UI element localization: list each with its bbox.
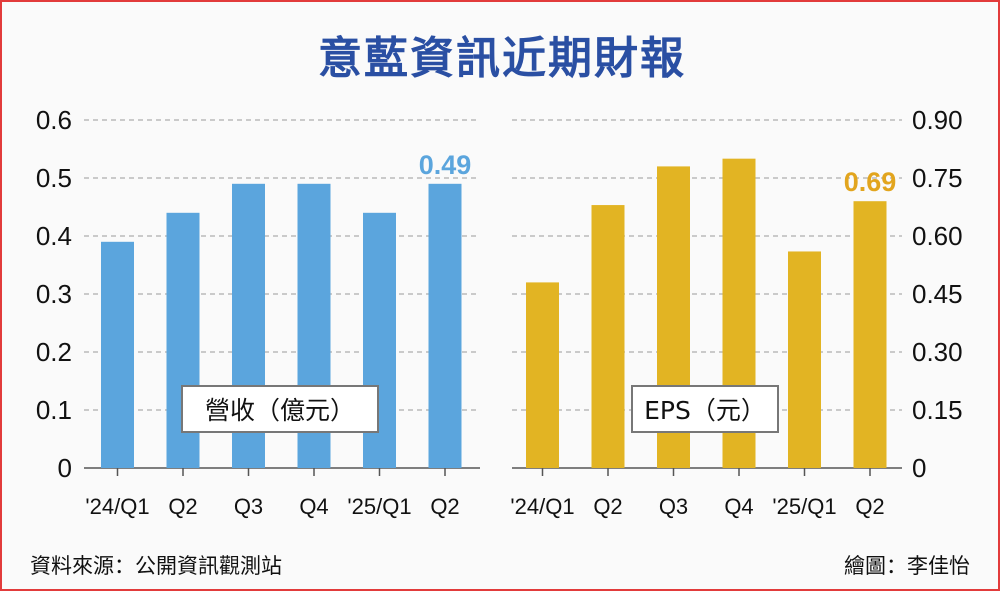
bar <box>526 282 559 468</box>
bar <box>428 183 462 469</box>
y-tick-label: 0 <box>912 453 926 483</box>
bar <box>591 205 625 469</box>
source-note: 資料來源：公開資訊觀測站 <box>30 554 282 578</box>
bar <box>788 251 821 468</box>
y-tick-label: 0 <box>58 453 72 483</box>
legend-box <box>631 385 779 433</box>
x-tick-label: Q4 <box>724 494 753 519</box>
x-tick-label: Q3 <box>659 494 688 519</box>
x-tick-label: '25/Q1 <box>772 494 836 519</box>
legend-label: EPS（元） <box>644 396 766 425</box>
y-tick-label: 0.3 <box>36 279 72 309</box>
x-tick-label: Q2 <box>430 494 459 519</box>
legend-box <box>181 385 379 433</box>
x-tick-label: Q4 <box>299 494 328 519</box>
bar <box>853 201 887 468</box>
y-tick-label: 0.90 <box>912 105 963 135</box>
x-tick-label: '24/Q1 <box>85 494 149 519</box>
y-tick-label: 0.2 <box>36 337 72 367</box>
y-tick-label: 0.60 <box>912 221 963 251</box>
data-label: 0.49 <box>419 150 472 180</box>
bar <box>101 241 134 468</box>
x-tick-label: '24/Q1 <box>510 494 574 519</box>
data-label: 0.69 <box>844 167 897 197</box>
x-tick-label: Q2 <box>168 494 197 519</box>
x-tick-label: Q2 <box>593 494 622 519</box>
chart-title: 意藍資訊近期財報 <box>318 33 686 84</box>
x-tick-label: '25/Q1 <box>347 494 411 519</box>
y-tick-label: 0.4 <box>36 221 72 251</box>
y-tick-label: 0.15 <box>912 395 963 425</box>
x-tick-label: Q2 <box>855 494 884 519</box>
y-tick-label: 0.45 <box>912 279 963 309</box>
y-tick-label: 0.1 <box>36 395 72 425</box>
y-tick-label: 0.5 <box>36 163 72 193</box>
x-tick-label: Q3 <box>234 494 263 519</box>
legend-label: 營收（億元） <box>205 396 355 425</box>
y-tick-label: 0.30 <box>912 337 963 367</box>
y-tick-label: 0.6 <box>36 105 72 135</box>
y-tick-label: 0.75 <box>912 163 963 193</box>
credit-note: 繪圖：李佳怡 <box>844 554 970 578</box>
